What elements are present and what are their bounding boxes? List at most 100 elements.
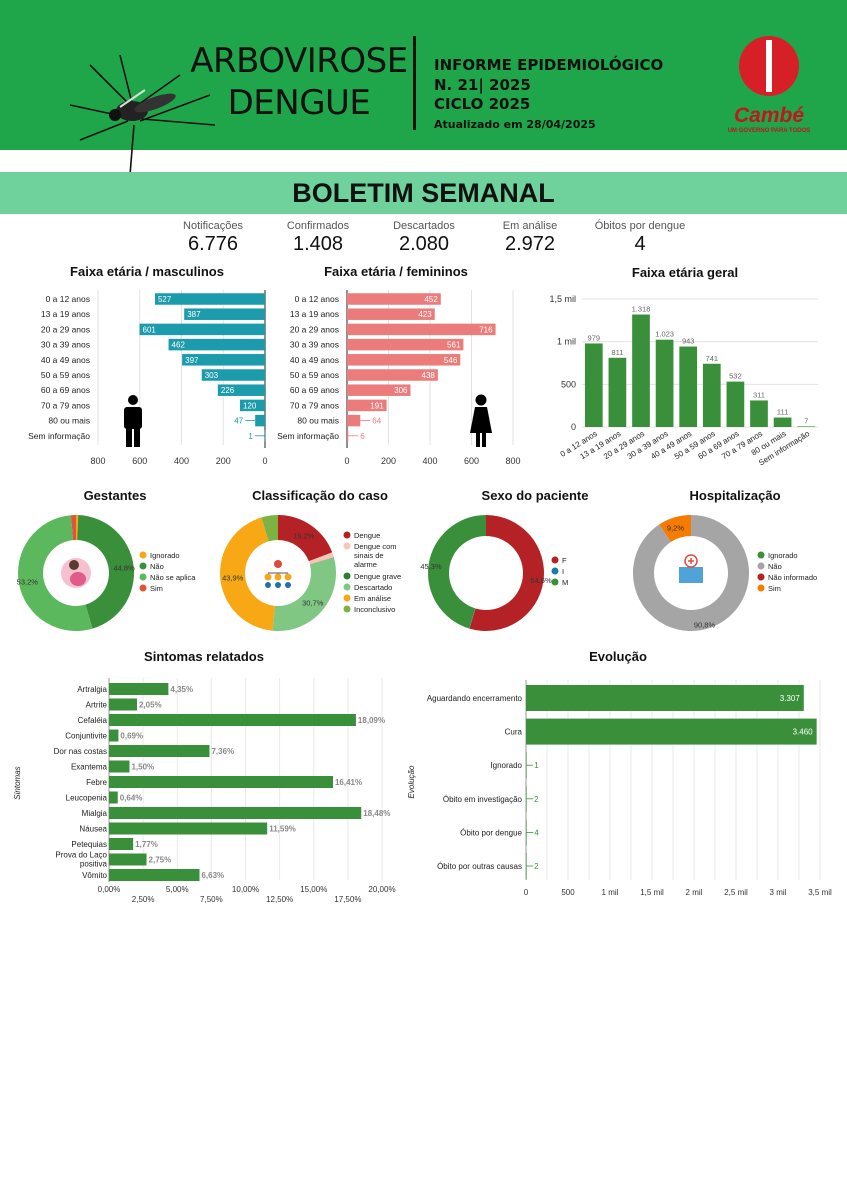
bar (109, 869, 200, 881)
chart-title-masculinos: Faixa etária / masculinos (70, 264, 224, 279)
chart-gestantes: 44,8% 53,2% Ignorado Não Não se aplica Sim (17, 515, 196, 631)
legend-label: Não se aplica (150, 573, 196, 582)
pregnant-woman-head (69, 560, 79, 570)
category-label: Febre (86, 778, 107, 787)
bar (655, 339, 674, 427)
bar-value-label: 306 (394, 386, 408, 395)
x-tick-label: 1 mil (602, 888, 619, 897)
hospital-icon (679, 554, 703, 583)
legend-label: Dengue (354, 531, 380, 540)
bar (347, 308, 435, 320)
bar-value-label: 2,75% (149, 856, 172, 865)
category-label: 80 ou mais (297, 416, 339, 426)
bar-value-label: 47 (234, 417, 243, 426)
bar-value-label: 4,35% (170, 685, 193, 694)
bar (109, 822, 268, 835)
donut-slice (77, 515, 134, 629)
bar-value-label: 6,63% (201, 871, 224, 880)
slice-label: 90,8% (694, 621, 716, 630)
hierarchy-node (264, 573, 272, 581)
female-figure-icon (470, 394, 492, 447)
chart-title-sexo: Sexo do paciente (481, 488, 589, 503)
y-tick-label: 1 mil (557, 337, 576, 347)
donut-slice (469, 608, 476, 629)
x-tick-label: 600 (464, 456, 479, 466)
bar-value-label: 7,36% (211, 747, 234, 756)
category-label: 60 a 69 anos (41, 385, 90, 395)
bar-value-label: 2,05% (139, 701, 162, 710)
x-tick-label: 0 (262, 456, 267, 466)
hierarchy-node (265, 582, 271, 588)
legend-label: Em análise (354, 594, 391, 603)
bar (526, 685, 804, 711)
report-title: ARBOVIROSE DENGUE (190, 41, 408, 123)
chart-title-evolucao: Evolução (589, 649, 647, 664)
legend-label: Não (150, 562, 164, 571)
bar-value-label: 16,41% (335, 778, 362, 787)
kpi-notificacoes: Notificações 6.776 (183, 220, 243, 255)
category-label: Ignorado (490, 761, 522, 770)
category-label: Vômito (82, 871, 107, 880)
x-tick-label: 2,5 mil (724, 888, 748, 897)
bar-value-label: 191 (370, 401, 384, 410)
bar-value-label: 741 (706, 354, 719, 363)
bar-value-label: 811 (611, 348, 623, 357)
legend-swatch (343, 531, 351, 539)
x-tick-label: 400 (174, 456, 189, 466)
category-label: 40 a 49 anos (41, 355, 90, 365)
bar-value-label: 311 (753, 390, 765, 399)
category-label: Cura (505, 728, 523, 737)
bar (608, 357, 627, 427)
category-label: Mialgia (82, 809, 108, 818)
category-label: Exantema (71, 763, 108, 772)
female-figure-head (475, 394, 487, 406)
bar (182, 354, 265, 366)
bar-value-label: 1 (534, 761, 539, 770)
legend-swatch (551, 567, 559, 575)
bar-value-label: 527 (158, 295, 172, 304)
slice-label: 9,2% (667, 523, 684, 532)
bar-value-label: 438 (422, 371, 436, 380)
y-axis-title: Evolução (407, 765, 416, 798)
bar (109, 698, 137, 711)
legend-swatch (343, 572, 351, 580)
male-figure-torso (124, 407, 142, 429)
male-figure-icon (124, 395, 142, 447)
x-tick-label: 2 mil (686, 888, 703, 897)
bar-value-label: 716 (479, 325, 493, 334)
slice-label: 30,7% (302, 598, 324, 607)
category-label: 13 a 19 anos (41, 309, 90, 319)
bar-value-label: 462 (172, 341, 186, 350)
chart-faixa-etaria-masculinos: 0 200 400 600 800 0 a 12 anos 527 13 a 19 anos 3… (28, 290, 268, 466)
bar (154, 293, 265, 305)
category-label: 50 a 59 anos (290, 370, 339, 380)
donut-slice (76, 515, 79, 541)
legend-label: Dengue com (354, 542, 397, 551)
bar-value-label: 1,50% (131, 763, 154, 772)
bar-value-label: 3.307 (780, 694, 801, 703)
category-label: 30 a 39 anos (290, 340, 339, 350)
bar-value-label: 3.460 (793, 728, 814, 737)
y-axis-title: Sintomas (13, 766, 22, 799)
kpi-em-analise: Em análise 2.972 (502, 220, 558, 255)
chart-title-sintomas: Sintomas relatados (144, 649, 264, 664)
bar-value-label: 1.318 (632, 305, 651, 314)
banner-title: BOLETIM SEMANAL (0, 172, 847, 214)
slice-label: 44,8% (114, 563, 136, 572)
bar (679, 346, 698, 427)
category-label: 60 a 69 anos (290, 385, 339, 395)
x-tick-label: 20,00% (368, 885, 395, 894)
legend-label: Não informado (768, 573, 817, 582)
category-label: Conjuntivite (65, 732, 107, 741)
bar (109, 745, 210, 757)
bar (347, 369, 438, 381)
bar-value-label: 18,09% (358, 716, 385, 725)
bar-value-label: 2 (534, 795, 539, 804)
male-figure-leg (126, 427, 132, 447)
bar (750, 400, 768, 427)
hierarchy-icon (264, 560, 292, 588)
bar-value-label: 387 (187, 310, 201, 319)
bar (347, 414, 361, 427)
bar (526, 718, 817, 745)
donut-slice (659, 524, 671, 542)
